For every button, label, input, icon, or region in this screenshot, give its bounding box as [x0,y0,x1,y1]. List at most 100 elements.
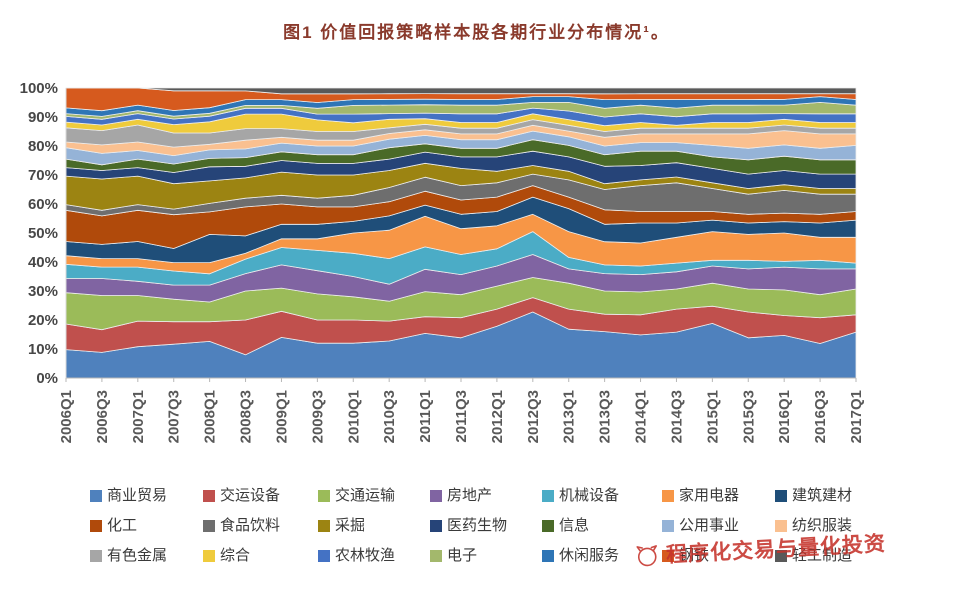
stacked-area-chart: 100% 90% 80% 70% 60% 50% 40% 30% 20% 10% 0% 2006Q1 2… [0,66,953,480]
x-tick-label: 2010Q1 [345,390,362,443]
legend-label: 机械设备 [559,487,620,504]
y-tick-label: 80% [28,138,58,155]
legend-item: 有色金属 [90,547,203,564]
legend-item: 采掘 [318,517,430,534]
legend-label: 交通运输 [335,487,396,504]
legend-item: 公用事业 [662,517,775,534]
legend-item: 农林牧渔 [318,547,430,564]
x-tick-label: 2011Q3 [453,390,470,443]
legend-swatch [318,490,330,502]
legend-item: 纺织服装 [775,517,875,534]
x-tick-label: 2009Q3 [309,390,326,443]
x-tick-label: 2013Q1 [561,390,578,443]
legend-item: 交运设备 [203,488,318,503]
x-tick-label: 2008Q1 [202,390,219,443]
legend-swatch [90,550,102,562]
legend-swatch [203,490,215,502]
x-tick-label: 2015Q1 [704,390,721,443]
legend-item: 电子 [430,547,542,564]
legend-item: 综合 [203,547,318,564]
legend-item: 医药生物 [430,517,542,534]
legend-item: 休闲服务 [542,547,662,564]
x-tick-label: 2008Q3 [238,390,255,443]
figure-title: 图1 价值回报策略样本股各期行业分布情况¹。 [283,23,670,42]
legend-label: 休闲服务 [559,547,620,564]
x-tick-label: 2013Q3 [597,390,614,443]
legend-item: 化工 [90,517,203,534]
legend-label: 纺织服装 [792,517,853,534]
y-tick-label: 60% [28,196,58,213]
legend-item: 交通运输 [318,487,430,504]
y-tick-label: 50% [28,225,58,242]
legend-label: 采掘 [335,517,366,534]
chart-legend: 商业贸易 交运设备 交通运输 房地产 机械设备 家用电器 建筑建材化工 食品饮料 采掘 医药生物 信… [90,487,890,564]
legend-label: 综合 [220,547,251,564]
legend-swatch [430,550,442,562]
legend-label: 医药生物 [447,517,508,534]
x-tick-label: 2014Q3 [668,390,685,443]
legend-swatch [430,520,442,532]
legend-swatch [662,550,674,562]
x-tick-label: 2017Q1 [848,390,865,443]
x-tick-label: 2014Q1 [633,390,650,443]
x-tick-label: 2011Q1 [417,390,434,443]
legend-label: 农林牧渔 [335,547,396,564]
legend-swatch [542,490,554,502]
legend-label: 商业贸易 [107,487,168,504]
legend-swatch [542,550,554,562]
legend-item: 商业贸易 [90,487,203,504]
legend-label: 轻工制造 [792,547,853,564]
legend-swatch [662,520,674,532]
legend-label: 建筑建材 [792,487,853,504]
watermark: 程序化交易与量化投资 [633,527,887,570]
legend-swatch [203,520,215,532]
legend-label: 化工 [107,517,138,534]
x-tick-label: 2010Q3 [381,390,398,443]
legend-swatch [318,520,330,532]
legend-label: 家用电器 [679,487,740,504]
legend-swatch [318,550,330,562]
y-tick-label: 10% [28,341,58,358]
x-tick-label: 2007Q1 [130,390,147,443]
legend-item: 食品饮料 [203,517,318,534]
y-tick-label: 0% [36,370,58,387]
legend-swatch [90,490,102,502]
legend-item: 信息 [542,517,662,534]
legend-label: 有色金属 [107,547,168,564]
legend-item: 建筑建材 [775,487,875,504]
legend-label: 公用事业 [679,517,740,534]
y-tick-label: 40% [28,254,58,271]
x-tick-label: 2006Q3 [94,390,111,443]
legend-item: 房地产 [430,487,542,504]
legend-item: 钢铁 [662,547,775,564]
y-tick-label: 20% [28,312,58,329]
legend-swatch [203,550,215,562]
legend-swatch [775,550,787,562]
x-tick-label: 2006Q1 [58,390,75,443]
watermark-logo-icon [636,545,657,567]
legend-label: 钢铁 [679,547,710,564]
legend-label: 电子 [447,547,478,564]
x-tick-label: 2015Q3 [740,390,757,443]
y-tick-label: 30% [28,283,58,300]
stacked-area-plot: 100% 90% 80% 70% 60% 50% 40% 30% 20% 10% 0%2006Q1 2… [20,80,865,443]
legend-item: 机械设备 [542,487,662,504]
legend-swatch [662,490,674,502]
legend-label: 食品饮料 [220,517,281,534]
y-tick-label: 70% [28,167,58,184]
y-tick-label: 100% [20,80,58,97]
x-tick-label: 2007Q3 [166,390,183,443]
x-tick-label: 2012Q1 [489,390,506,443]
x-tick-label: 2016Q1 [776,390,793,443]
y-tick-label: 90% [28,109,58,126]
legend-label: 房地产 [447,487,493,504]
x-tick-label: 2016Q3 [812,390,829,443]
legend-item: 家用电器 [662,487,775,504]
legend-swatch [775,520,787,532]
legend-swatch [775,490,787,502]
legend-label: 信息 [559,517,590,534]
area-series-轻工制造 [65,87,857,95]
x-tick-label: 2012Q3 [525,390,542,443]
x-tick-label: 2009Q1 [273,390,290,443]
